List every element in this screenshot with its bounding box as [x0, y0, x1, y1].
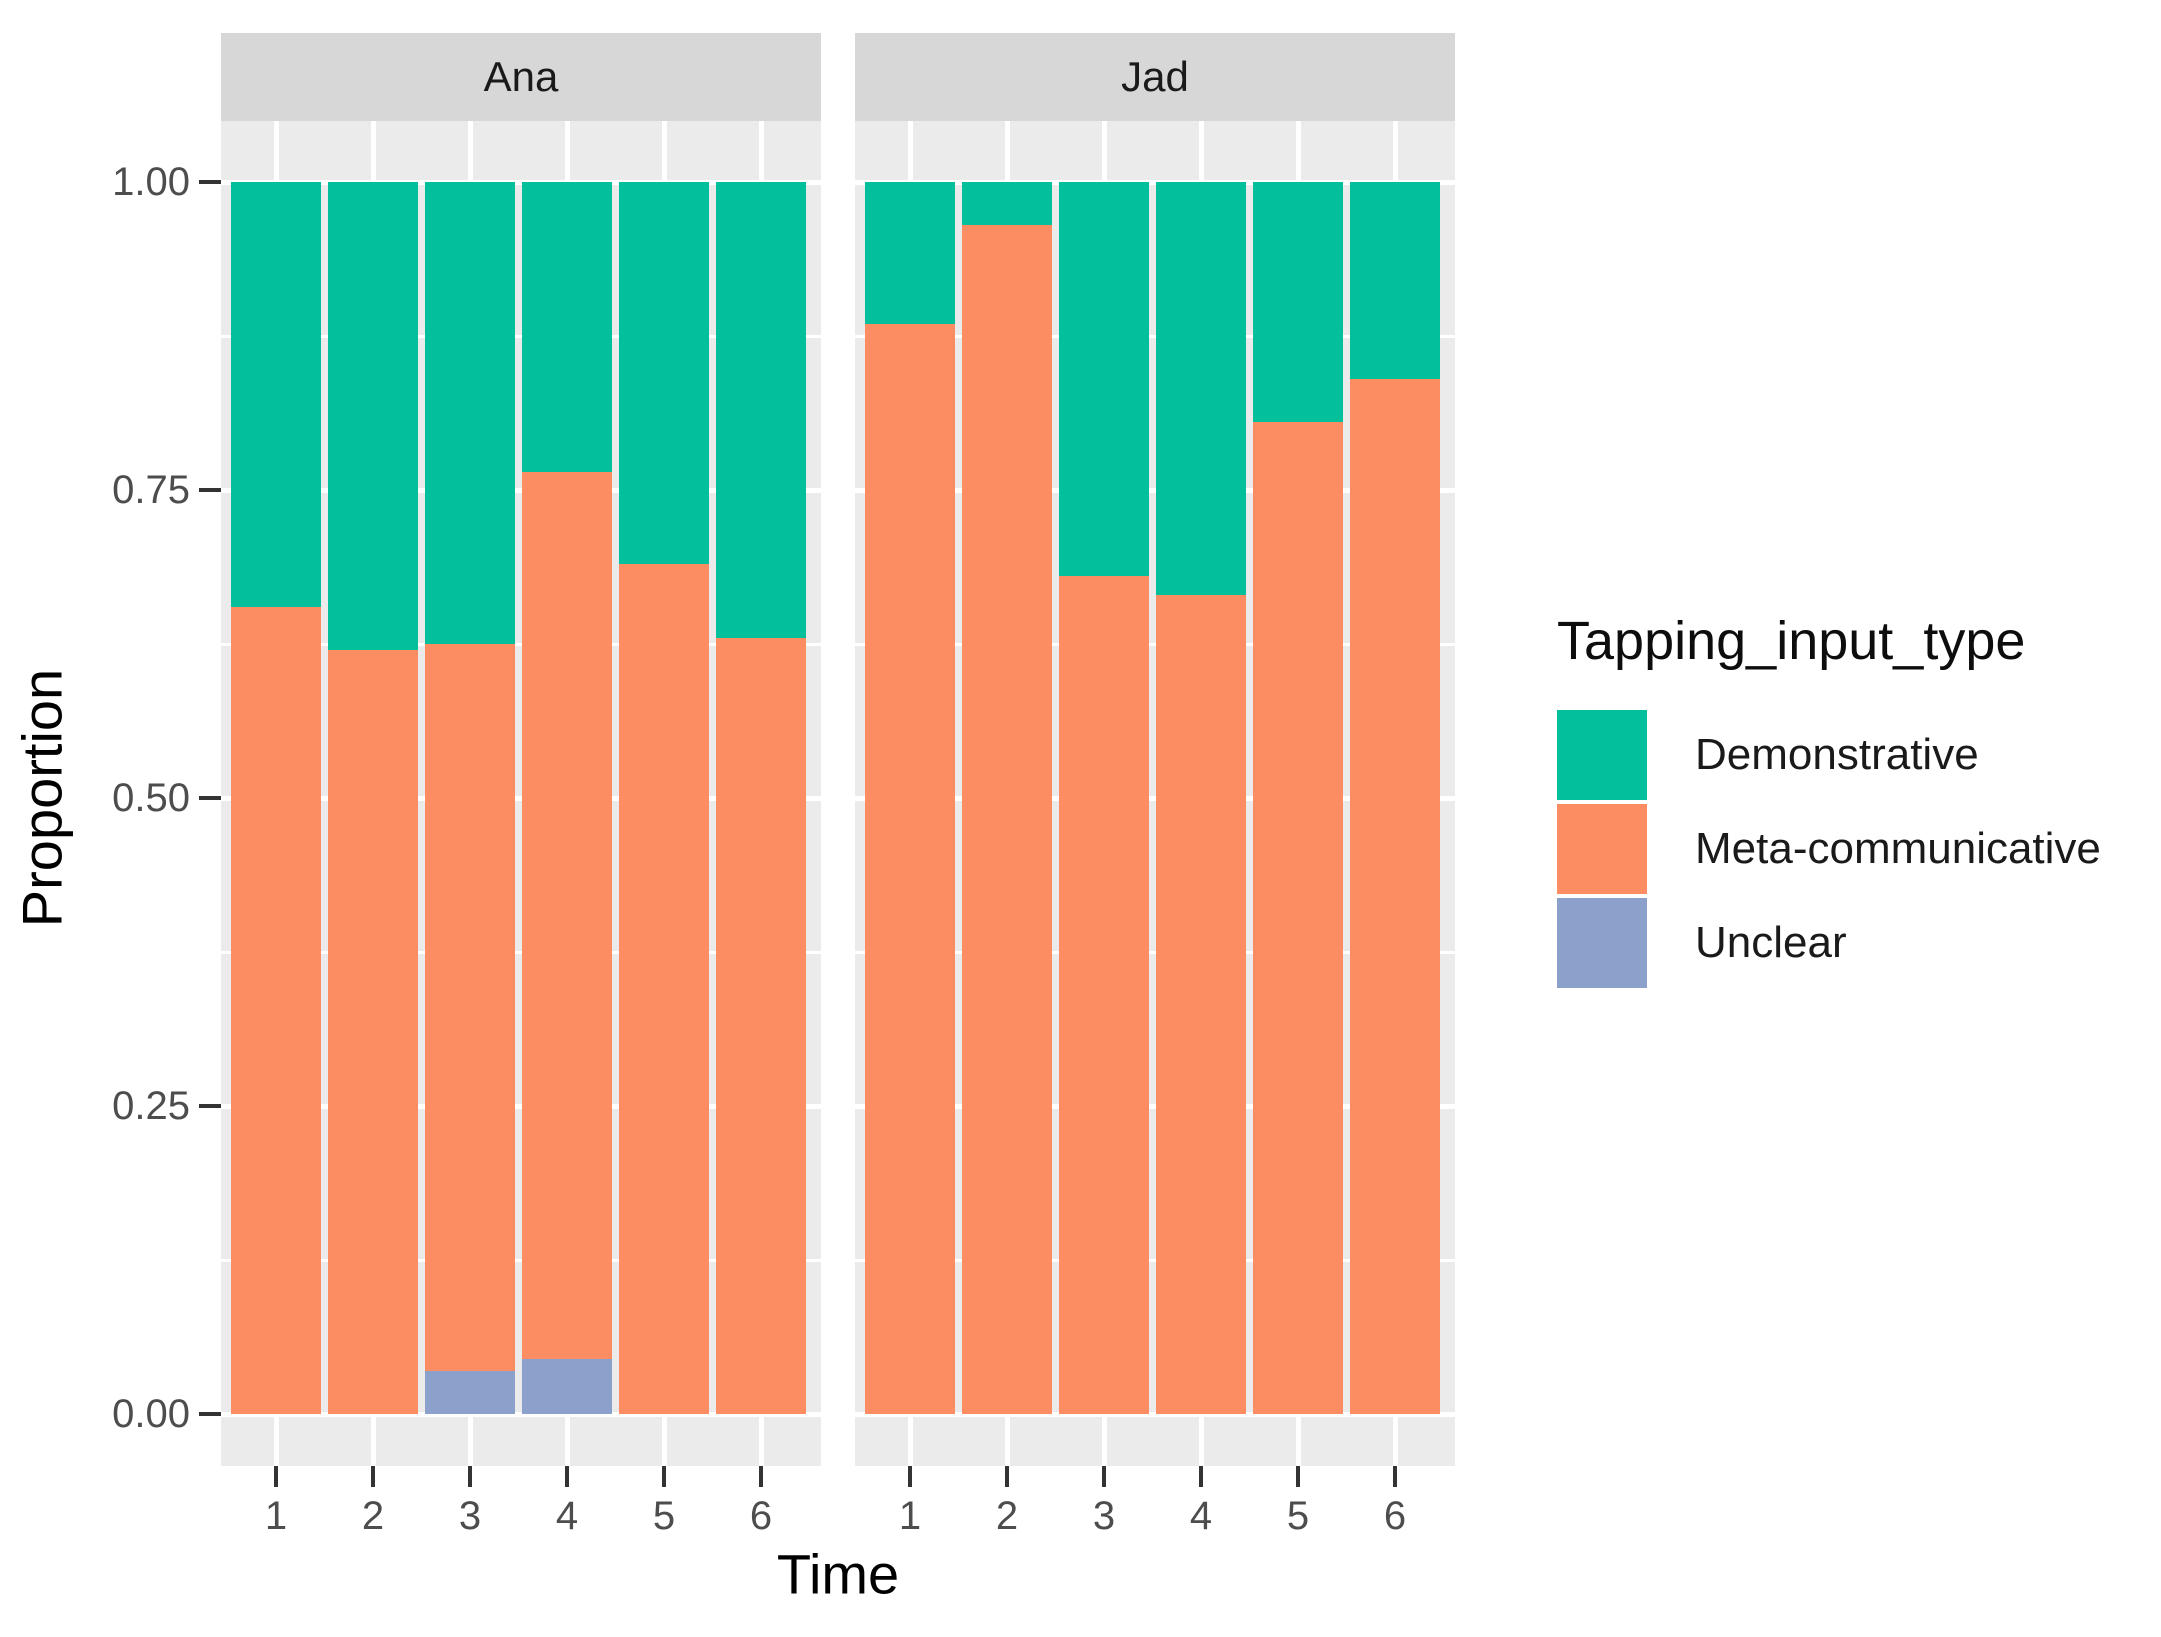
legend-entry-demonstrative: Demonstrative [1557, 710, 2101, 800]
bar-jad-t6-meta-communicative [1350, 379, 1440, 1414]
y-tickmark [199, 488, 221, 492]
y-tick-label: 1.00 [112, 160, 190, 204]
gridline-major-h [855, 795, 1455, 801]
x-tickmark [1199, 1466, 1203, 1487]
x-tick-label: 3 [1092, 1494, 1116, 1538]
x-tickmark [274, 1466, 278, 1487]
bar-ana-t5-demonstrative [619, 182, 709, 564]
y-tickmark [199, 796, 221, 800]
bar-jad-t5-meta-communicative [1253, 422, 1343, 1414]
bar-jad-t3-demonstrative [1059, 182, 1149, 577]
x-tick-label: 4 [555, 1494, 579, 1538]
x-tick-label: 2 [995, 1494, 1019, 1538]
legend-entry-unclear: Unclear [1557, 898, 2101, 988]
legend-title: Tapping_input_type [1557, 611, 2026, 671]
x-tickmark [1102, 1466, 1106, 1487]
y-tick-label: 0.00 [112, 1392, 190, 1436]
legend-entry-meta-communicative: Meta-communicative [1557, 804, 2101, 894]
x-tickmark [908, 1466, 912, 1487]
x-tick-label: 5 [1286, 1494, 1310, 1538]
gridline-minor-h [221, 642, 821, 646]
facet-strip-ana: Ana [221, 33, 821, 121]
gridline-major-h [855, 487, 1455, 493]
gridline-minor-h [221, 950, 821, 954]
panel-jad [855, 121, 1455, 1466]
gridline-minor-h [221, 334, 821, 338]
legend-swatch-meta-communicative [1557, 804, 1647, 894]
gridline-minor-h [221, 1258, 821, 1262]
y-tick-label: 0.50 [112, 776, 190, 820]
bar-ana-t3-meta-communicative [425, 644, 515, 1371]
bar-jad-t4-demonstrative [1156, 182, 1246, 595]
x-tickmark [565, 1466, 569, 1487]
bar-jad-t6-demonstrative [1350, 182, 1440, 380]
bar-jad-t5-demonstrative [1253, 182, 1343, 423]
x-tick-label: 6 [749, 1494, 773, 1538]
bar-ana-t4-demonstrative [522, 182, 612, 472]
bar-ana-t6-demonstrative [716, 182, 806, 638]
x-tickmark [759, 1466, 763, 1487]
legend-label-unclear: Unclear [1695, 918, 1847, 967]
gridline-major-h [855, 1411, 1455, 1417]
bar-ana-t4-meta-communicative [522, 471, 612, 1359]
gridline-major-h [221, 179, 821, 185]
x-tick-label: 2 [361, 1494, 385, 1538]
legend-swatch-unclear [1557, 898, 1647, 988]
bar-ana-t4-unclear [522, 1358, 612, 1414]
bar-ana-t6-meta-communicative [716, 637, 806, 1414]
legend: Tapping_input_type Demonstrative Meta-co… [1557, 610, 2101, 992]
gridline-major-h [855, 1103, 1455, 1109]
gridline-minor-h [855, 334, 1455, 338]
bar-jad-t2-meta-communicative [962, 225, 1052, 1414]
gridline-minor-h [855, 642, 1455, 646]
y-tickmark [199, 180, 221, 184]
bar-ana-t2-meta-communicative [328, 650, 418, 1414]
gridline-major-h [221, 1103, 821, 1109]
bar-ana-t1-meta-communicative [231, 607, 321, 1414]
panel-ana [221, 121, 821, 1466]
gridline-major-h [855, 179, 1455, 185]
y-tick-label: 0.75 [112, 468, 190, 512]
legend-label-meta-communicative: Meta-communicative [1695, 824, 2101, 873]
y-tickmark [199, 1104, 221, 1108]
facet-strip-label: Ana [483, 53, 559, 100]
bar-jad-t1-meta-communicative [865, 323, 955, 1414]
facet-strip-jad: Jad [855, 33, 1455, 121]
bar-ana-t1-demonstrative [231, 182, 321, 608]
x-tick-label: 1 [264, 1494, 288, 1538]
legend-swatch-demonstrative [1557, 710, 1647, 800]
x-tickmark [468, 1466, 472, 1487]
gridline-minor-h [855, 1258, 1455, 1262]
bar-ana-t2-demonstrative [328, 182, 418, 651]
bar-ana-t5-meta-communicative [619, 563, 709, 1414]
x-tickmark [1393, 1466, 1397, 1487]
bar-ana-t3-unclear [425, 1370, 515, 1414]
x-tick-label: 4 [1189, 1494, 1213, 1538]
y-tick-label: 0.25 [112, 1084, 190, 1128]
bar-jad-t1-demonstrative [865, 182, 955, 324]
x-tick-label: 5 [652, 1494, 676, 1538]
x-tick-label: 6 [1383, 1494, 1407, 1538]
bar-ana-t3-demonstrative [425, 182, 515, 644]
gridline-major-h [221, 1411, 821, 1417]
legend-label-demonstrative: Demonstrative [1695, 730, 1979, 779]
x-axis-title: Time [776, 1542, 900, 1606]
x-tickmark [1296, 1466, 1300, 1487]
facet-strip-label: Jad [1121, 53, 1189, 100]
x-tickmark [662, 1466, 666, 1487]
x-tickmark [371, 1466, 375, 1487]
bar-jad-t3-meta-communicative [1059, 576, 1149, 1414]
y-tickmark [199, 1412, 221, 1416]
gridline-minor-h [855, 950, 1455, 954]
bar-jad-t2-demonstrative [962, 182, 1052, 226]
x-tick-label: 3 [458, 1494, 482, 1538]
x-tick-label: 1 [898, 1494, 922, 1538]
gridline-major-h [221, 487, 821, 493]
gridline-major-h [221, 795, 821, 801]
bar-jad-t4-meta-communicative [1156, 594, 1246, 1414]
x-tickmark [1005, 1466, 1009, 1487]
